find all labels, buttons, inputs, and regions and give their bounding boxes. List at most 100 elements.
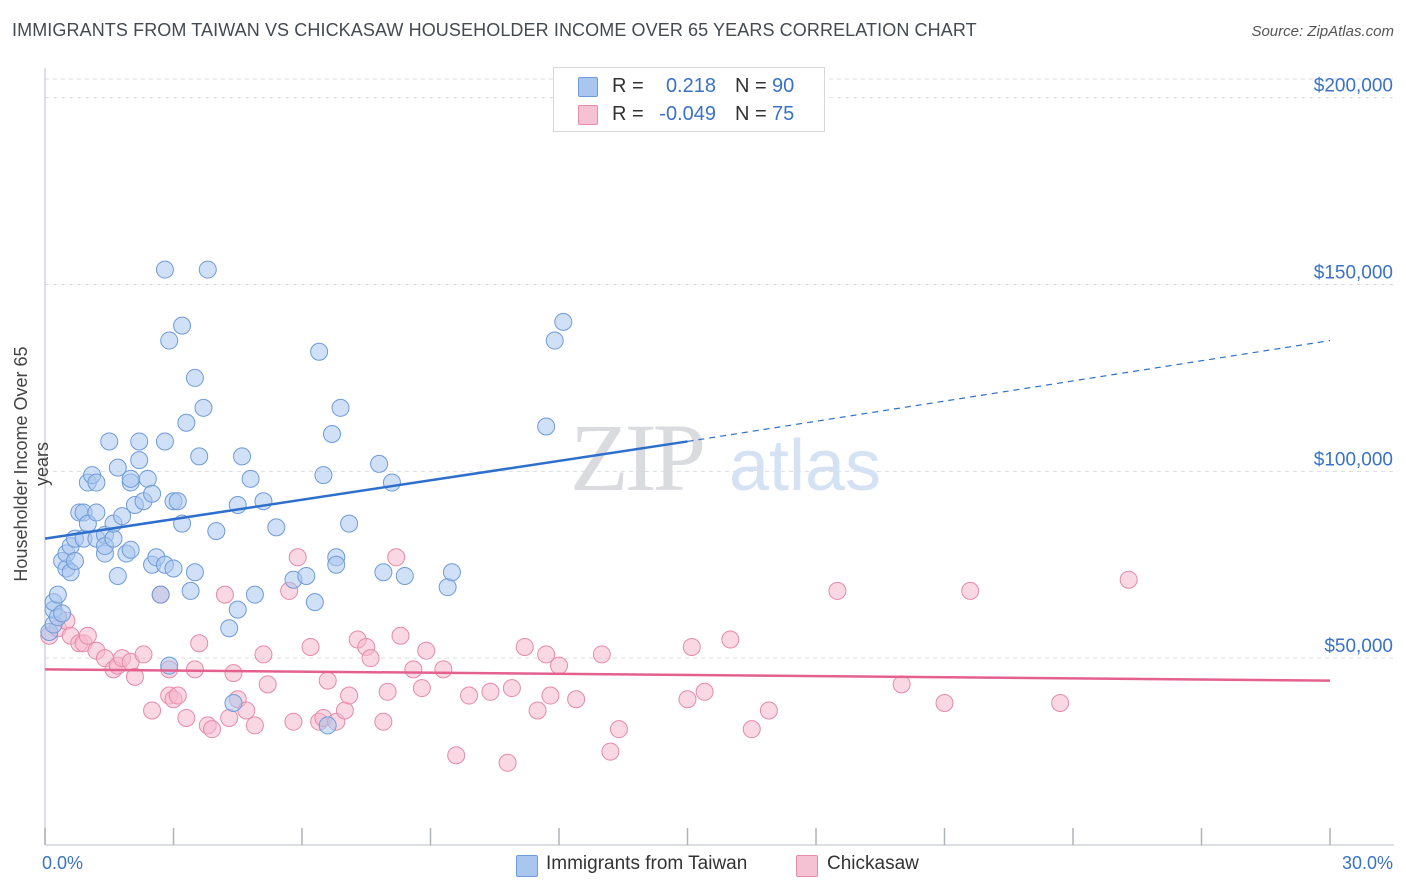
taiwan-point <box>241 469 260 488</box>
legend-n-value-taiwan: 90 <box>772 75 795 97</box>
chickasaw-point <box>374 712 393 731</box>
taiwan-point <box>314 466 333 485</box>
legend-r-label: R = <box>612 103 644 125</box>
taiwan-point <box>130 432 149 451</box>
gridlines <box>45 78 1394 659</box>
chickasaw-point <box>567 690 586 709</box>
chickasaw-point <box>447 746 466 765</box>
taiwan-point <box>327 555 346 574</box>
taiwan-point <box>310 342 329 361</box>
legend-r-label: R = <box>612 75 644 97</box>
chickasaw-point <box>318 671 337 690</box>
y-tick-label: $100,000 <box>1314 449 1393 470</box>
taiwan-point <box>554 312 573 331</box>
chickasaw-point <box>203 720 222 739</box>
series-legend: Immigrants from Taiwan Chickasaw <box>0 852 1406 878</box>
y-tick-label: $200,000 <box>1314 76 1393 97</box>
chickasaw-point <box>134 645 153 664</box>
chickasaw-point <box>609 720 628 739</box>
taiwan-point <box>194 398 213 417</box>
taiwan-point <box>395 566 414 585</box>
chickasaw-point <box>592 645 611 664</box>
chickasaw-trend-line <box>44 668 1331 682</box>
watermark-atlas: atlas <box>729 426 881 506</box>
chickasaw-point <box>742 720 761 739</box>
taiwan-point <box>198 260 217 279</box>
chickasaw-point <box>387 548 406 567</box>
taiwan-point <box>297 566 316 585</box>
legend-r-value-taiwan: 0.218 <box>665 75 716 97</box>
chickasaw-point <box>284 712 303 731</box>
chickasaw-point <box>528 701 547 720</box>
chickasaw-point <box>417 641 436 660</box>
chickasaw-point <box>481 682 500 701</box>
legend-swatch-taiwan <box>578 77 598 97</box>
chickasaw-point <box>224 664 243 683</box>
taiwan-point <box>185 563 204 582</box>
chickasaw-point <box>220 708 239 727</box>
taiwan-point <box>100 432 119 451</box>
chickasaw-point <box>460 686 479 705</box>
taiwan-point <box>173 316 192 335</box>
taiwan-point <box>121 469 140 488</box>
chickasaw-point <box>759 701 778 720</box>
chickasaw-point <box>378 682 397 701</box>
y-tick-label: $50,000 <box>1324 636 1393 657</box>
taiwan-point <box>233 447 252 466</box>
taiwan-point <box>190 447 209 466</box>
taiwan-point <box>331 398 350 417</box>
x-tick-label-right: 30.0% <box>1342 853 1393 873</box>
source-label: Source: ZipAtlas.com <box>1251 23 1394 40</box>
correlation-legend: R = 0.218 N = 90 R = -0.049 N = 75 <box>553 67 825 132</box>
chickasaw-point <box>721 630 740 649</box>
taiwan-point <box>143 484 162 503</box>
taiwan-point <box>374 563 393 582</box>
legend-n-label: N = <box>735 75 767 97</box>
taiwan-point <box>267 518 286 537</box>
taiwan-point <box>207 522 226 541</box>
chickasaw-point <box>245 716 264 735</box>
chickasaw-point <box>537 645 556 664</box>
taiwan-point <box>164 559 183 578</box>
chickasaw-point <box>190 634 209 653</box>
taiwan-point <box>370 454 389 473</box>
axes <box>44 68 1394 846</box>
legend-swatch-taiwan <box>516 855 538 877</box>
taiwan-point <box>181 581 200 600</box>
taiwan-point <box>138 469 157 488</box>
taiwan-point <box>87 473 106 492</box>
chart-title: IMMIGRANTS FROM TAIWAN VS CHICKASAW HOUS… <box>12 20 977 40</box>
taiwan-point <box>155 432 174 451</box>
taiwan-point <box>151 585 170 604</box>
taiwan-trend-extension <box>687 339 1331 443</box>
chickasaw-point <box>335 701 354 720</box>
trend-lines <box>44 339 1331 682</box>
taiwan-point <box>53 604 72 623</box>
chickasaw-point <box>125 667 144 686</box>
legend-swatch-chickasaw <box>796 855 818 877</box>
chickasaw-point <box>541 686 560 705</box>
chickasaw-point <box>695 682 714 701</box>
taiwan-point <box>168 492 187 511</box>
watermark-zip: ZIP <box>570 404 703 511</box>
chickasaw-point <box>828 581 847 600</box>
taiwan-point <box>108 566 127 585</box>
chickasaw-point <box>434 660 453 679</box>
legend-r-value-chickasaw: -0.049 <box>659 103 716 125</box>
chickasaw-point <box>682 637 701 656</box>
taiwan-point <box>87 503 106 522</box>
chickasaw-point <box>177 708 196 727</box>
taiwan-point <box>48 585 67 604</box>
chickasaw-point <box>143 701 162 720</box>
taiwan-point <box>228 600 247 619</box>
legend-label-chickasaw: Chickasaw <box>827 853 919 874</box>
chickasaw-point <box>498 753 517 772</box>
taiwan-point <box>442 563 461 582</box>
taiwan-point <box>220 619 239 638</box>
chickasaw-point <box>1119 570 1138 589</box>
legend-n-label: N = <box>735 103 767 125</box>
legend-n-value-chickasaw: 75 <box>772 103 795 125</box>
chickasaw-point <box>502 679 521 698</box>
taiwan-point <box>65 552 84 571</box>
